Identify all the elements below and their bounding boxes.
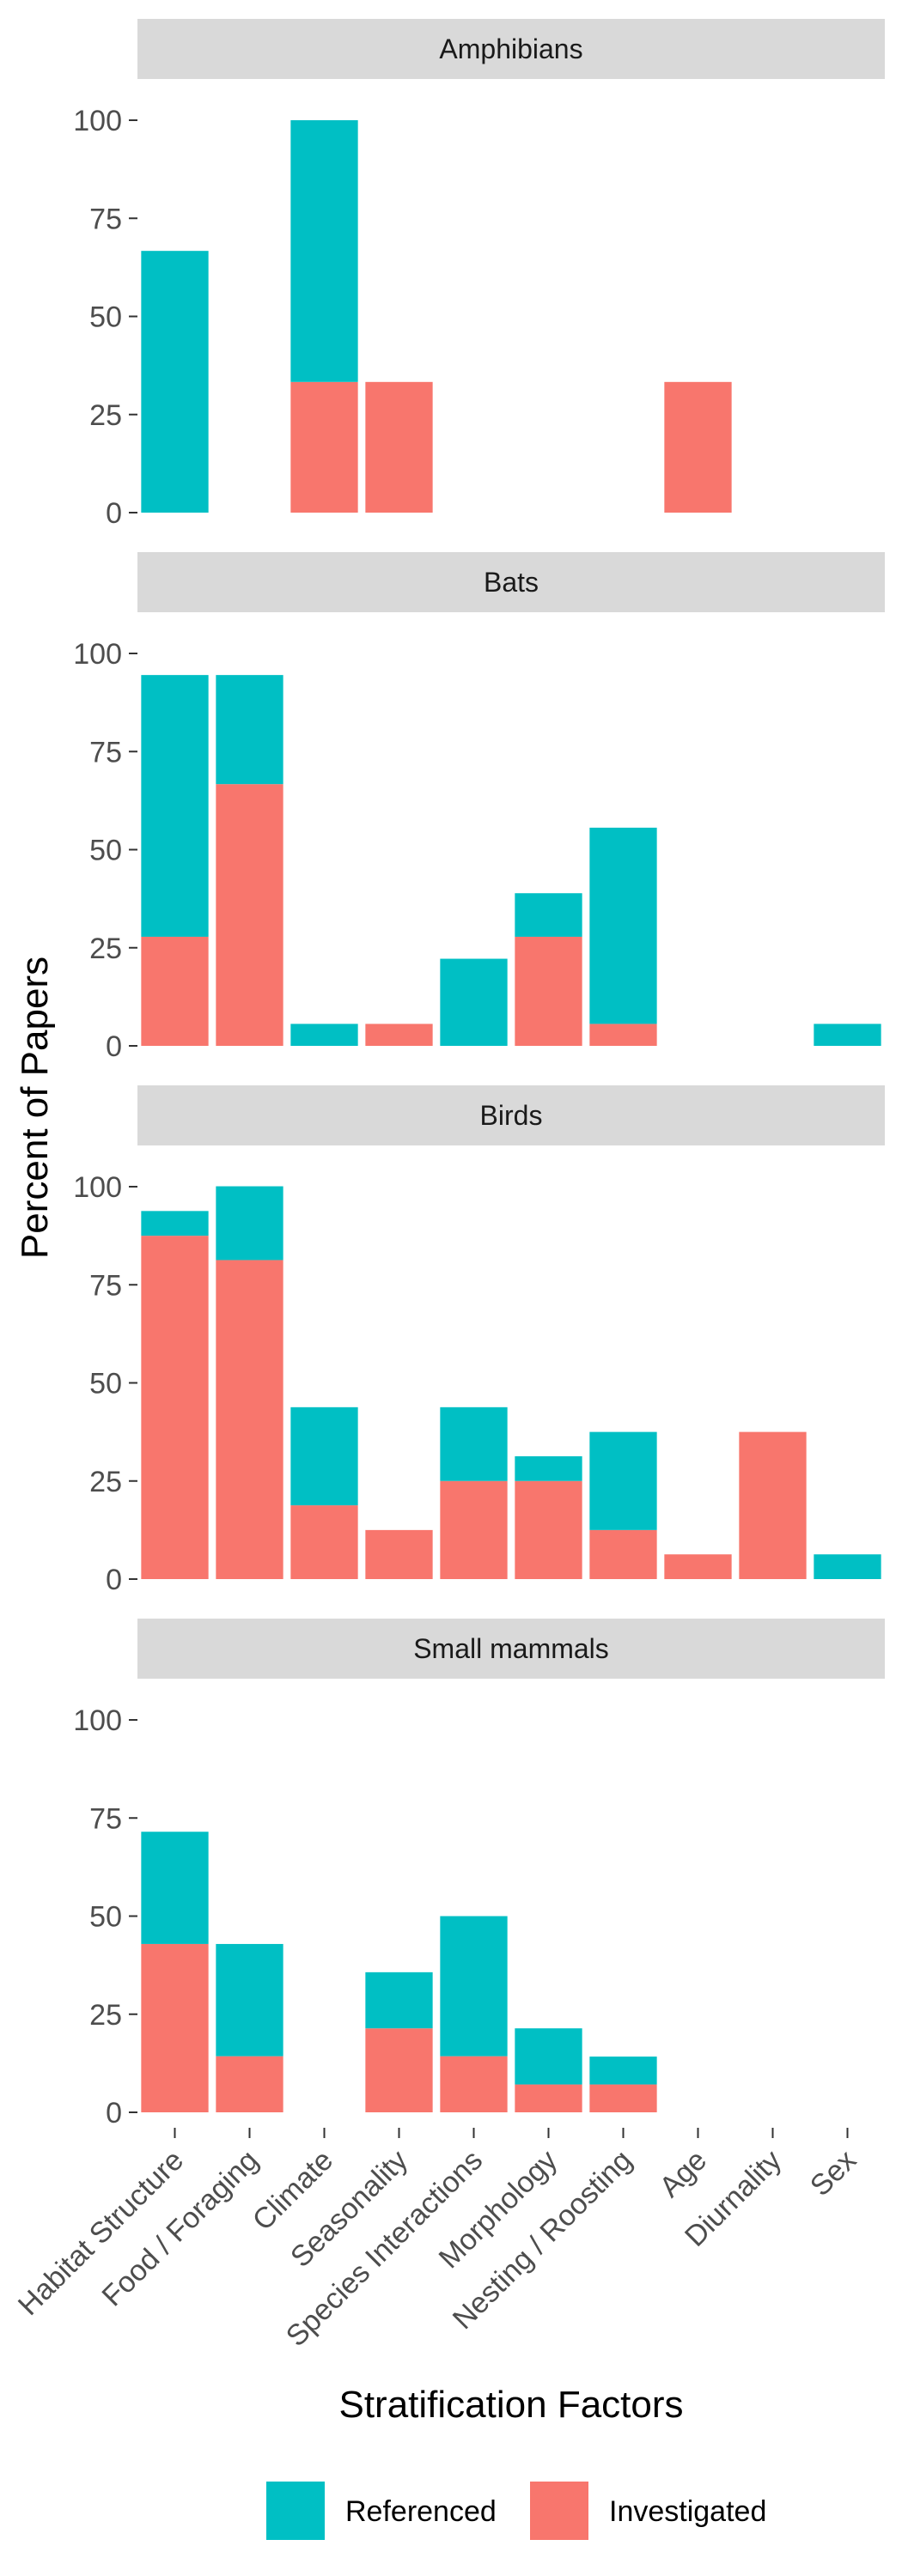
facet-panel: Small mammals 0 25 50 75 100: [73, 1619, 885, 2129]
legend-key: [530, 2482, 588, 2540]
bar-referenced: [515, 893, 582, 937]
y-tick-label: 100: [73, 1704, 122, 1737]
bar-investigated: [440, 2056, 508, 2112]
bar-investigated: [515, 936, 582, 1046]
bar-investigated: [216, 784, 283, 1046]
bar-investigated: [141, 936, 209, 1046]
bar-referenced: [290, 1406, 358, 1506]
y-tick-label: 75: [89, 1802, 122, 1835]
y-tick-label: 25: [89, 933, 122, 965]
legend-item: Referenced: [266, 2482, 497, 2540]
y-tick-label: 75: [89, 203, 122, 235]
bar-referenced: [365, 1971, 433, 2029]
bar-investigated: [589, 1529, 657, 1579]
bar-investigated: [440, 1480, 508, 1579]
y-tick-label: 0: [106, 497, 122, 530]
bar-referenced: [440, 1916, 508, 2057]
bar-referenced: [589, 2057, 657, 2085]
y-tick-label: 75: [89, 1269, 122, 1302]
y-tick-label: 25: [89, 399, 122, 432]
y-tick-label: 0: [106, 1564, 122, 1596]
facet-strip-label: Amphibians: [439, 33, 582, 64]
facet-panel: Bats 0 25 50 75 100: [73, 552, 885, 1063]
facet-strip-label: Bats: [484, 567, 539, 598]
legend-item: Investigated: [530, 2482, 766, 2540]
y-tick-label: 25: [89, 1466, 122, 1498]
bar-referenced: [440, 958, 508, 1046]
y-tick-label: 50: [89, 1368, 122, 1400]
bar-referenced: [216, 1186, 283, 1261]
x-axis-title: Stratification Factors: [338, 2384, 683, 2426]
bar-referenced: [216, 1943, 283, 2057]
bar-investigated: [589, 1024, 657, 1046]
bar-investigated: [515, 1480, 582, 1579]
y-tick-label: 50: [89, 301, 122, 334]
legend-key: [266, 2482, 325, 2540]
y-tick-label: 0: [106, 1030, 122, 1063]
bar-referenced: [814, 1024, 881, 1046]
bar-referenced: [290, 120, 358, 382]
x-tick-label: Age: [654, 2144, 714, 2204]
bar-investigated: [290, 1505, 358, 1579]
x-tick-label: Sex: [804, 2144, 862, 2202]
legend: Referenced Investigated: [266, 2482, 766, 2540]
legend-label: Investigated: [609, 2495, 766, 2528]
bar-investigated: [216, 2056, 283, 2112]
bar-investigated: [365, 2028, 433, 2112]
bar-investigated: [664, 381, 732, 513]
facet-strip-label: Birds: [480, 1100, 543, 1131]
bar-referenced: [814, 1554, 881, 1579]
bar-referenced: [589, 827, 657, 1024]
bar-investigated: [216, 1260, 283, 1579]
legend-label: Referenced: [345, 2495, 497, 2528]
bar-investigated: [141, 1236, 209, 1579]
bar-referenced: [515, 1455, 582, 1481]
facet-strip: [137, 1085, 885, 1145]
y-tick-label: 100: [73, 1171, 122, 1204]
facet-panels: Amphibians 0 25 50 75 100 Bats 0 25 50 75 100 Birds 0…: [73, 19, 885, 2129]
bar-investigated: [515, 2084, 582, 2112]
y-tick-label: 50: [89, 1901, 122, 1934]
bar-referenced: [290, 1024, 358, 1046]
bar-investigated: [365, 381, 433, 513]
y-tick-label: 50: [89, 835, 122, 867]
facet-panel: Amphibians 0 25 50 75 100: [73, 19, 885, 530]
y-tick-label: 25: [89, 1999, 122, 2032]
facet-strip-label: Small mammals: [413, 1633, 609, 1664]
bar-investigated: [739, 1431, 807, 1579]
facet-strip: [137, 552, 885, 612]
bar-referenced: [515, 2028, 582, 2085]
bar-investigated: [589, 2084, 657, 2112]
y-tick-label: 100: [73, 638, 122, 671]
bar-referenced: [141, 675, 209, 937]
bar-referenced: [440, 1406, 508, 1481]
bar-referenced: [141, 1211, 209, 1236]
facet-strip: [137, 1619, 885, 1679]
bar-referenced: [216, 675, 283, 785]
bar-referenced: [589, 1431, 657, 1530]
y-tick-label: 0: [106, 2097, 122, 2129]
bar-investigated: [365, 1529, 433, 1579]
bar-investigated: [664, 1554, 732, 1579]
bar-referenced: [141, 251, 209, 513]
y-tick-label: 100: [73, 105, 122, 137]
facet-strip: [137, 19, 885, 79]
bar-investigated: [290, 381, 358, 513]
y-axis-title: Percent of Papers: [14, 957, 56, 1259]
bar-investigated: [141, 1943, 209, 2112]
y-tick-label: 75: [89, 736, 122, 769]
facet-panel: Birds 0 25 50 75 100: [73, 1085, 885, 1596]
bar-referenced: [141, 1832, 209, 1944]
bar-investigated: [365, 1024, 433, 1046]
